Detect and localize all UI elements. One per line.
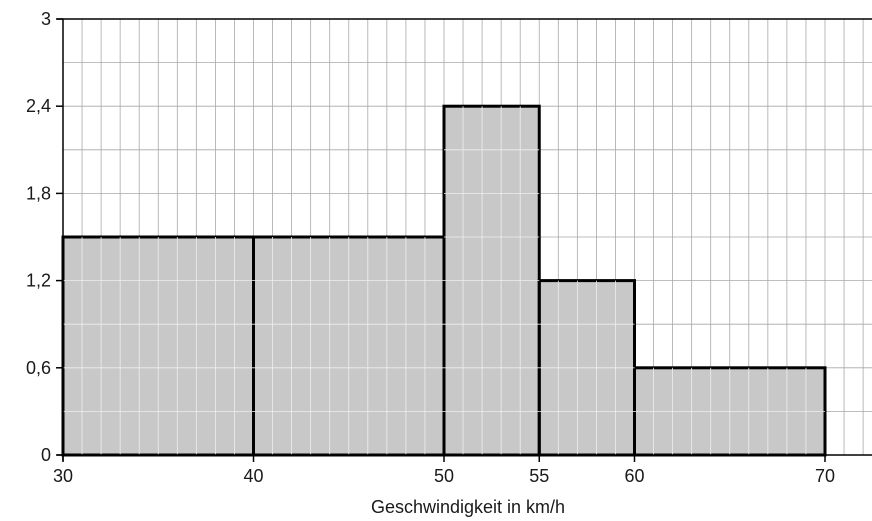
x-tick-label: 60 bbox=[624, 466, 644, 486]
bar-grid-overlay bbox=[63, 106, 825, 455]
y-tick-label: 1,2 bbox=[26, 271, 51, 291]
x-tick-label: 30 bbox=[53, 466, 73, 486]
y-tick-label: 2,4 bbox=[26, 96, 51, 116]
tick-labels: 0 0,6 1,2 1,8 2,4 3 30 40 50 55 60 70 bbox=[26, 9, 835, 486]
x-tick-label: 55 bbox=[529, 466, 549, 486]
axes bbox=[56, 18, 872, 462]
y-tick-label: 3 bbox=[41, 9, 51, 29]
x-tick-label: 70 bbox=[815, 466, 835, 486]
y-tick-label: 0,6 bbox=[26, 358, 51, 378]
x-axis-title: Geschwindigkeit in km/h bbox=[371, 497, 565, 517]
x-tick-label: 50 bbox=[434, 466, 454, 486]
y-tick-label: 0 bbox=[41, 445, 51, 465]
x-tick-label: 40 bbox=[243, 466, 263, 486]
y-tick-label: 1,8 bbox=[26, 183, 51, 203]
